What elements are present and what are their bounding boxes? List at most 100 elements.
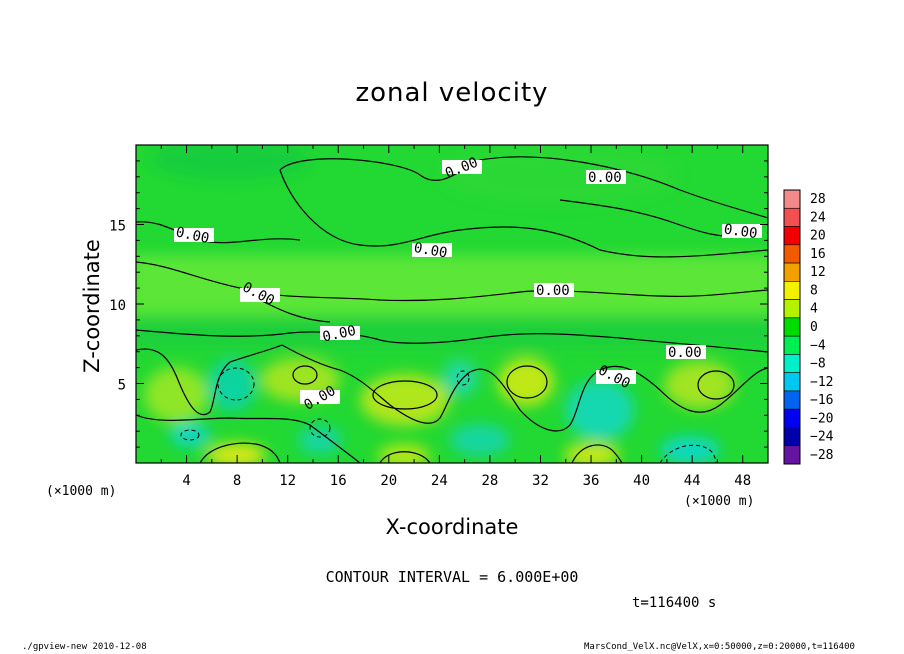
label-bg	[534, 283, 574, 297]
field-patch-2	[440, 145, 680, 205]
label-bg	[442, 160, 482, 174]
colorbar-label: 8	[810, 283, 818, 298]
contour-line	[136, 344, 283, 416]
colorbar-swatch	[783, 226, 801, 246]
contour-line	[697, 370, 735, 400]
colorbar-swatch	[783, 317, 801, 337]
x-unit-left: (×1000 m)	[46, 484, 117, 499]
field-patch-3	[144, 367, 208, 423]
contour-label: 0.00	[723, 222, 759, 243]
label-bg	[722, 224, 762, 238]
contour-line-negative	[659, 444, 717, 463]
x-tick-label: 8	[233, 473, 241, 489]
contour-line	[506, 365, 548, 399]
contour-line	[199, 442, 281, 463]
x-tick-label: 16	[330, 473, 347, 489]
contour-line	[136, 261, 768, 302]
field-band-mid	[136, 318, 768, 348]
contour-line	[559, 199, 741, 237]
colorbar-swatch	[783, 354, 801, 373]
y-ticks	[136, 160, 768, 448]
colorbar-label: 4	[810, 302, 818, 317]
label-bg	[412, 243, 452, 257]
field-patch-14	[660, 436, 720, 463]
colorbar-label: 28	[810, 192, 826, 207]
x-tick-label: 12	[279, 473, 296, 489]
x-tick-label: 20	[380, 473, 397, 489]
field-patch-10	[664, 361, 736, 409]
field-patch-16	[298, 426, 342, 454]
footer-right: MarsCond_VelX.nc@VelX,x=0:50000,z=0:2000…	[584, 642, 855, 652]
contour-label: 0.00	[668, 345, 702, 361]
contour-label: 0.00	[588, 170, 622, 186]
x-tick-label: 36	[583, 473, 600, 489]
x-ticks	[160, 145, 744, 463]
contour-line-negative	[309, 418, 331, 438]
contour-line	[379, 451, 431, 463]
colorbar-swatch	[783, 335, 801, 355]
label-bg	[300, 390, 340, 404]
field-patch-9	[566, 380, 634, 440]
colorbar-swatch	[783, 427, 801, 447]
contour-lines	[136, 156, 768, 463]
y-tick-label: 10	[109, 298, 126, 314]
colorbar-swatch	[783, 408, 801, 428]
field-patch-11	[206, 443, 266, 463]
x-axis-label: X-coordinate	[385, 515, 519, 539]
contour-interval: CONTOUR INTERVAL = 6.000E+00	[325, 568, 579, 586]
contour-line-negative	[456, 370, 470, 386]
field-patch-4	[208, 359, 256, 411]
field-patch-13	[564, 443, 620, 463]
x-tick-label: 32	[532, 473, 549, 489]
colorbar-label: 16	[810, 247, 826, 262]
x-unit-right: (×1000 m)	[684, 494, 755, 509]
colorbar-label: −4	[810, 338, 826, 353]
label-bg	[596, 370, 636, 384]
field-patch-7	[442, 360, 478, 396]
x-tick-label: 40	[633, 473, 650, 489]
colorbar-swatch	[783, 207, 801, 227]
colorbar-label: −16	[810, 393, 833, 408]
x-tick-label: 48	[734, 473, 751, 489]
x-tick-label: 24	[431, 473, 448, 489]
field-patch-17	[450, 424, 510, 456]
negative-contours	[180, 367, 717, 463]
plot-area: 0.00 0.00 0.00 0.00 0.00 0.00 0.00 0.00 …	[135, 144, 769, 464]
colorbar-label: 12	[810, 265, 826, 280]
x-tick-label: 28	[481, 473, 498, 489]
contour-label: 0.00	[321, 323, 357, 346]
contour-label: 0.00	[536, 283, 570, 299]
field-band-upper	[136, 255, 768, 315]
colorbar-label: −20	[810, 411, 833, 426]
label-bg	[240, 288, 280, 302]
label-bg	[320, 326, 360, 340]
label-bg	[174, 228, 214, 242]
colorbar-swatch	[783, 390, 801, 410]
field-patch-15	[170, 423, 210, 447]
colorbar-swatch	[783, 244, 801, 264]
y-tick-label: 15	[109, 219, 126, 235]
colour-field: 0.00 0.00 0.00 0.00 0.00 0.00 0.00 0.00 …	[136, 145, 768, 463]
colorbar-label: −24	[810, 430, 834, 445]
colorbar-swatch	[783, 372, 801, 392]
chart-title: zonal velocity	[355, 78, 549, 108]
colorbar-swatch	[783, 189, 801, 209]
colorbar-label: −12	[810, 375, 833, 390]
contour-line-negative	[217, 367, 255, 401]
contour-line	[259, 299, 331, 323]
label-bg	[586, 170, 626, 184]
colorbar-label: 24	[810, 210, 826, 225]
colorbar-label: −8	[810, 357, 826, 372]
colorbar-swatch	[783, 281, 801, 300]
y-tick-label: 5	[118, 378, 126, 394]
field-patch-12	[378, 444, 430, 463]
contour-line	[372, 380, 438, 410]
contour-line	[292, 365, 318, 385]
field-patch-6	[360, 374, 450, 426]
contour-label-boxes	[174, 160, 762, 404]
y-tick-labels: 5 10 15	[109, 219, 126, 394]
colorbar: 28 24 20 16 12 8 4 0 −4 −8 −12 −16 −20 −24 −28	[783, 189, 834, 465]
colorbar-swatch	[783, 445, 801, 465]
contour-line	[281, 344, 768, 432]
